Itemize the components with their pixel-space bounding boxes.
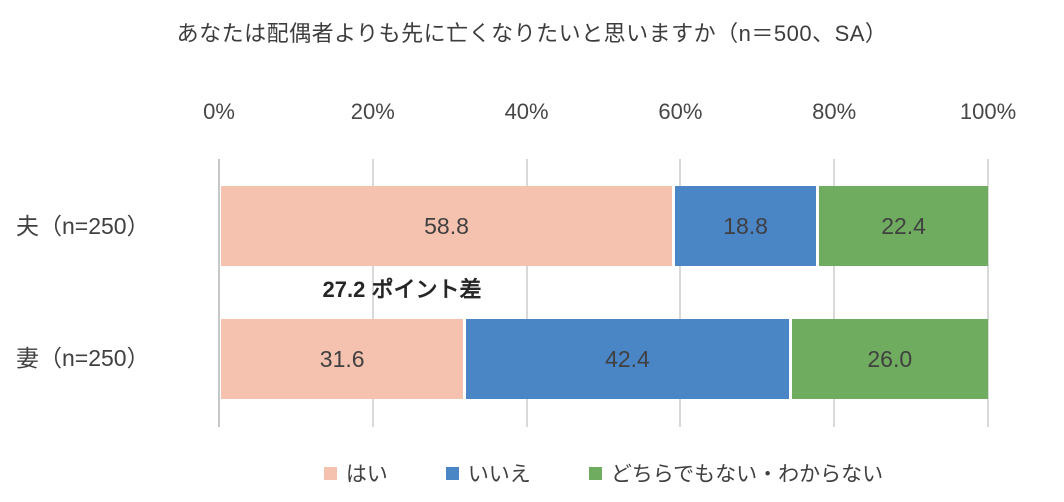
plot-area: 58.8 18.8 22.4 27.2 ポイント差 31.6 42.4 26.0 — [218, 159, 989, 427]
gridline-60 — [679, 159, 682, 427]
gridline-20 — [371, 159, 374, 427]
gridline-80 — [833, 159, 836, 427]
legend-label-neither: どちらでもない・わからない — [610, 463, 884, 486]
bar-value-label: 22.4 — [881, 212, 926, 239]
gridline-40 — [525, 159, 528, 427]
x-axis: 0% 20% 40% 60% 80% 100% — [203, 99, 1016, 129]
chart-title: あなたは配偶者よりも先に亡くなりたいと思いますか（n＝500、SA） — [176, 21, 888, 46]
category-label-husband: 夫（n=250） — [16, 213, 150, 239]
legend-label-no: いいえ — [467, 463, 531, 486]
bar-segment-0-1: 18.8 — [671, 186, 817, 266]
bar-value-label: 58.8 — [424, 212, 469, 239]
legend: はい いいえ どちらでもない・わからない — [219, 458, 988, 488]
bar-value-label: 18.8 — [723, 212, 768, 239]
bar-segment-0-0: 58.8 — [221, 186, 672, 266]
legend-swatch-yes-icon — [323, 466, 337, 480]
bar-segment-1-1: 42.4 — [463, 319, 789, 399]
category-label-wife: 妻（n=250） — [16, 345, 150, 371]
bar-segment-0-2: 22.4 — [816, 186, 988, 266]
bar-value-label: 26.0 — [867, 345, 913, 372]
x-tick-60: 60% — [658, 99, 703, 124]
bar-value-label: 31.6 — [319, 345, 365, 372]
legend-item-no: いいえ — [445, 458, 531, 488]
gridline-0 — [218, 159, 220, 427]
bar-segment-1-2: 26.0 — [788, 319, 988, 399]
x-tick-20: 20% — [350, 99, 395, 124]
legend-label-yes: はい — [345, 463, 388, 486]
x-tick-0: 0% — [203, 99, 235, 124]
bar-husband: 58.8 18.8 22.4 — [221, 186, 988, 266]
x-tick-80: 80% — [812, 99, 857, 124]
legend-swatch-neither-icon — [588, 466, 602, 480]
bar-segment-1-0: 31.6 — [221, 319, 464, 399]
legend-item-yes: はい — [323, 458, 388, 488]
legend-swatch-no-icon — [445, 466, 459, 480]
x-tick-40: 40% — [504, 99, 549, 124]
bar-wife: 31.6 42.4 26.0 — [221, 319, 988, 399]
difference-annotation: 27.2 ポイント差 — [322, 277, 482, 302]
legend-item-neither: どちらでもない・わからない — [588, 458, 884, 488]
gridline-100 — [987, 159, 989, 427]
bar-value-label: 42.4 — [605, 345, 650, 372]
x-tick-100: 100% — [959, 99, 1017, 124]
